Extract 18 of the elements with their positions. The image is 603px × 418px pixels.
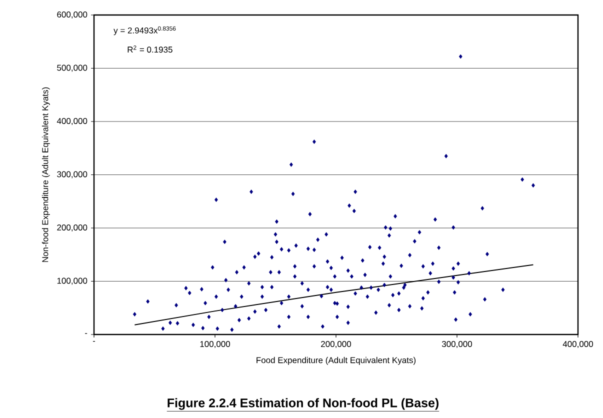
x-tick-label: 100,000: [200, 341, 230, 348]
x-tick-label: 400,000: [562, 341, 594, 348]
line-series: [134, 264, 534, 326]
annotation: y = 2.9493x$^{0.8356}$: [114, 26, 176, 36]
y-axis-title: Non-food Expenditure (Adult Equivalent Kyats): [42, 87, 50, 262]
x-tick-label: 300,000: [442, 341, 472, 348]
y-tick-label: 200,000: [57, 224, 88, 232]
x-tick-label: 200,000: [321, 341, 352, 348]
y-tick-label: 100,000: [57, 278, 88, 285]
y-tick-label: 300,000: [57, 171, 88, 178]
y-tick-label: 400,000: [56, 118, 88, 126]
x-tick-label: -: [92, 341, 96, 342]
y-tick-label: -: [85, 333, 88, 334]
y-tick-label: 600,000: [57, 12, 88, 19]
annotation: R$^{2}$ = 0.1935: [128, 46, 172, 53]
y-tick-label: 500,000: [57, 64, 88, 72]
text: Figure 2.2.4 Estimation of Non-food PL (Base): [168, 398, 438, 410]
x-axis-title: Food Expenditure (Adult Equivalent Kyats): [256, 356, 416, 365]
